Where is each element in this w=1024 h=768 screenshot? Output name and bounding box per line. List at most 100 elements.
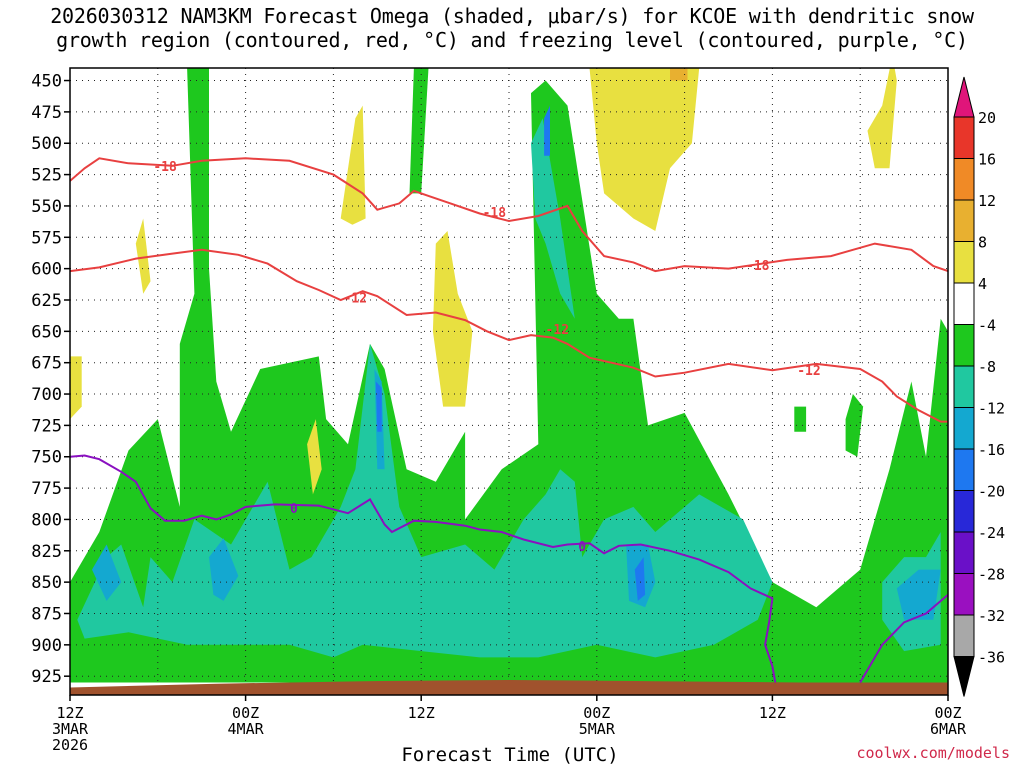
colorbar-label-6: -8 <box>978 358 996 376</box>
freezing-level-0 <box>70 454 777 683</box>
dgz-isotherm-1 <box>70 248 948 423</box>
terrain-layer <box>70 679 948 695</box>
freezing-level-2 <box>859 593 948 684</box>
colorbar-bin-9 <box>953 448 975 491</box>
y-tick-label-450: 450 <box>31 72 62 92</box>
grid-lines <box>70 68 948 695</box>
omega-region-13 <box>634 557 646 601</box>
chart-title-line2: growth region (contoured, red, °C) and f… <box>56 28 968 52</box>
dgz-label-2: -18 <box>483 206 507 221</box>
colorbar-bin-7 <box>953 365 975 408</box>
colorbar-bin-1 <box>953 116 975 159</box>
y-tick-label-825: 825 <box>31 542 62 562</box>
dgz-label-3: -12 <box>546 323 569 338</box>
plot-frame <box>69 67 949 696</box>
dgz-label-0: -18 <box>153 160 177 175</box>
y-tick-label-675: 675 <box>31 354 62 374</box>
x-tick-label-12-1: 4MAR <box>228 720 265 738</box>
colorbar-label-7: -12 <box>978 400 1005 418</box>
colorbar-label-5: -4 <box>978 317 996 335</box>
y-tick-label-500: 500 <box>31 134 62 154</box>
dgz-isotherm-0 <box>70 157 948 273</box>
omega-region-20 <box>70 356 82 420</box>
x-tick-label-60-0: 00Z <box>934 704 961 722</box>
omega-region-4 <box>77 343 773 658</box>
colorbar-bottom-arrow <box>953 656 975 697</box>
freezing-label-0: 0 <box>290 502 298 517</box>
colorbar-label-12: -32 <box>978 607 1005 625</box>
y-tick-label-700: 700 <box>31 385 62 405</box>
omega-region-5 <box>531 118 575 319</box>
colorbar-label-1: 16 <box>978 151 996 169</box>
omega-shading <box>70 68 948 683</box>
colorbar-label-2: 12 <box>978 192 996 210</box>
colorbar-label-3: 8 <box>978 234 987 252</box>
colorbar-bin-13 <box>953 614 975 657</box>
dgz-label-5: -12 <box>797 364 820 379</box>
omega-region-16 <box>432 231 473 407</box>
x-tick-label-48-0: 12Z <box>759 704 786 722</box>
y-tick-label-875: 875 <box>31 604 62 624</box>
omega-region-1 <box>409 68 429 194</box>
y-tick-label-850: 850 <box>31 573 62 593</box>
omega-region-15 <box>340 105 366 225</box>
colorbar-bin-12 <box>953 573 975 616</box>
omega-region-11 <box>896 569 941 620</box>
colorbar: 20 16 12 8 4 -4 -8 -12 -16 -20 -24 -28 -32 -36 <box>953 76 1005 697</box>
terrain-surface <box>70 679 948 695</box>
y-tick-label-650: 650 <box>31 322 62 342</box>
y-tick-label-600: 600 <box>31 260 62 280</box>
x-tick-label-36-0: 00Z <box>583 704 610 722</box>
chart-title-line1: 2026030312 NAM3KM Forecast Omega (shaded… <box>50 4 974 28</box>
y-tick-label-750: 750 <box>31 448 62 468</box>
colorbar-label-11: -28 <box>978 566 1005 584</box>
colorbar-bin-11 <box>953 531 975 574</box>
omega-region-14 <box>544 105 550 156</box>
x-tick-label-0-0: 12Z <box>56 704 83 722</box>
dgz-label-1: -12 <box>344 291 367 306</box>
watermark: coolwx.com/models <box>856 744 1010 762</box>
y-tick-label-625: 625 <box>31 291 62 311</box>
colorbar-top-arrow <box>953 76 975 118</box>
omega-region-8 <box>209 538 239 601</box>
x-tick-label-60-1: 6MAR <box>930 720 967 738</box>
omega-region-3 <box>794 406 807 432</box>
colorbar-label-13: -36 <box>978 649 1005 667</box>
x-tick-label-12-0: 00Z <box>232 704 259 722</box>
y-tick-label-900: 900 <box>31 636 62 656</box>
colorbar-bin-8 <box>953 407 975 450</box>
colorbar-label-0: 20 <box>978 109 996 127</box>
colorbar-label-4: 4 <box>978 275 987 293</box>
colorbar-bin-3 <box>953 199 975 242</box>
omega-region-12 <box>375 381 382 432</box>
y-tick-label-925: 925 <box>31 667 62 687</box>
omega-region-17 <box>589 68 700 231</box>
x-tick-label-0-2: 2026 <box>52 736 88 754</box>
omega-region-21 <box>307 419 322 495</box>
omega-region-22 <box>670 68 688 81</box>
colorbar-bin-10 <box>953 490 975 533</box>
omega-region-19 <box>135 218 151 294</box>
x-tick-label-36-1: 5MAR <box>579 720 616 738</box>
colorbar-label-8: -16 <box>978 441 1005 459</box>
colorbar-bin-5 <box>953 282 975 325</box>
omega-region-7 <box>92 544 122 601</box>
contour-layer: -18 -12 -18 -12 -18 -12 0 0 <box>70 157 948 684</box>
colorbar-bin-6 <box>953 324 975 367</box>
axes-layer: 450 475 500 525 550 575 600 625 650 675 700 725 750 7… <box>31 67 967 754</box>
omega-region-2 <box>845 394 864 457</box>
y-tick-label-800: 800 <box>31 510 62 530</box>
dgz-label-4: -18 <box>746 259 770 274</box>
colorbar-label-9: -20 <box>978 483 1005 501</box>
chart-title: 2026030312 NAM3KM Forecast Omega (shaded… <box>0 4 1024 52</box>
x-axis-label: Forecast Time (UTC) <box>401 744 619 766</box>
y-tick-label-550: 550 <box>31 197 62 217</box>
y-tick-label-725: 725 <box>31 416 62 436</box>
y-tick-label-775: 775 <box>31 479 62 499</box>
y-tick-label-475: 475 <box>31 103 62 123</box>
freezing-label-1: 0 <box>578 540 586 555</box>
x-tick-label-0-1: 3MAR <box>52 720 89 738</box>
x-tick-label-24-0: 12Z <box>408 704 435 722</box>
y-tick-label-525: 525 <box>31 166 62 186</box>
